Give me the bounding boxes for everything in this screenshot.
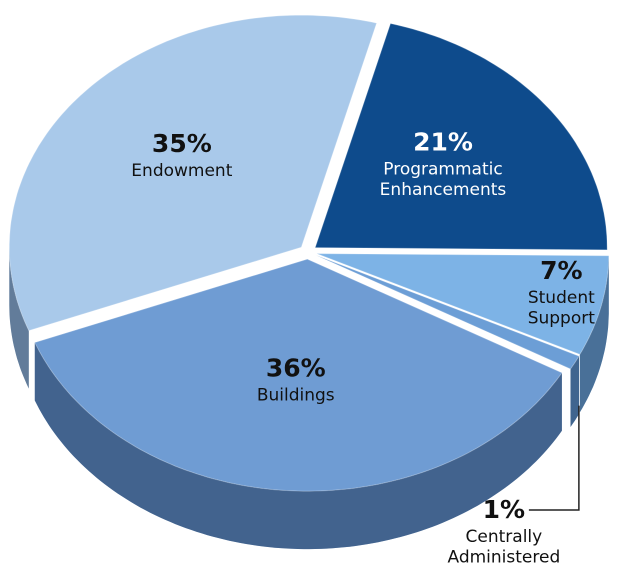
value-label: 21% (413, 127, 473, 156)
slice-side-shade (579, 255, 609, 413)
value-label: 35% (152, 129, 212, 158)
slice (315, 254, 580, 370)
category-label: Centrally Administered (448, 527, 561, 567)
leader-line (528, 405, 580, 511)
slice (8, 14, 378, 332)
value-label: 1% (483, 495, 525, 524)
slice-side-shade (34, 342, 562, 550)
category-label: Buildings (257, 385, 335, 405)
slice (314, 22, 608, 251)
category-label: Programmatic Enhancements (380, 159, 507, 199)
category-label: Student Support (528, 288, 596, 328)
value-label: 7% (540, 256, 582, 285)
slice-side-shade (9, 247, 29, 389)
value-label: 36% (266, 353, 326, 382)
slice-side (570, 356, 579, 427)
slice-side-shade (570, 356, 579, 427)
slice (316, 253, 610, 356)
slice-side (9, 247, 29, 389)
slice (34, 258, 563, 492)
category-label: Endowment (131, 161, 232, 181)
slice-side (34, 342, 562, 550)
slice-side (579, 255, 609, 413)
